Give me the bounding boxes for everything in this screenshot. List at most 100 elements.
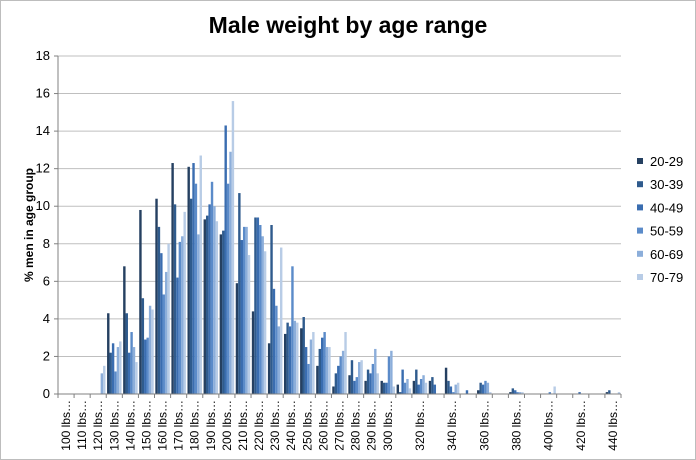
bar: [256, 217, 260, 394]
bar: [366, 369, 370, 394]
bar: [433, 384, 437, 394]
bar: [111, 343, 115, 394]
legend-swatch: [637, 181, 643, 188]
bar: [119, 341, 122, 394]
bar: [484, 380, 487, 394]
y-tick-label: 14: [36, 123, 50, 138]
bar: [213, 206, 216, 394]
bar: [135, 362, 138, 394]
bar: [334, 373, 338, 394]
bar: [390, 350, 393, 394]
x-tick-label: 320 lbs…: [413, 400, 427, 451]
bar: [251, 311, 255, 394]
y-axis-label: % men in age group: [22, 168, 36, 282]
legend-label: 30-39: [650, 177, 683, 192]
bar: [263, 251, 267, 394]
y-tick-label: 0: [43, 386, 50, 401]
x-tick-label: 290 lbs…: [365, 400, 379, 451]
bar: [148, 305, 152, 394]
x-tick-label: 120 lbs…: [91, 400, 105, 451]
y-tick-label: 16: [36, 86, 50, 101]
bar: [192, 163, 195, 394]
legend-swatch: [637, 204, 643, 211]
x-tick-label: 240 lbs…: [284, 400, 298, 451]
bar: [357, 362, 361, 394]
bar: [456, 382, 460, 394]
bar: [194, 183, 198, 394]
bar: [605, 392, 609, 394]
bar: [219, 234, 223, 394]
bar: [231, 101, 235, 395]
bar: [259, 225, 262, 394]
bar: [341, 350, 345, 394]
bar: [309, 339, 313, 394]
bar: [167, 243, 170, 394]
bar: [240, 240, 243, 394]
y-tick-label: 2: [43, 348, 50, 363]
bar: [100, 373, 104, 394]
bar: [178, 241, 182, 394]
bar: [107, 313, 110, 394]
x-tick-label: 140 lbs…: [123, 400, 137, 451]
bar: [144, 339, 147, 394]
bar: [197, 234, 200, 394]
bar: [422, 375, 425, 394]
bar: [431, 377, 434, 394]
x-tick-label: 130 lbs…: [107, 400, 121, 451]
bar: [452, 392, 455, 394]
bar: [307, 363, 310, 394]
x-tick-label: 190 lbs…: [204, 400, 218, 451]
legend-label: 50-59: [650, 224, 683, 239]
x-tick-label: 270 lbs…: [333, 400, 347, 451]
x-tick-label: 110 lbs…: [75, 400, 89, 450]
y-axis-ticks: 0 2 4 6 8 10 12 14 16 18: [36, 48, 58, 401]
bar: [189, 198, 193, 394]
bar: [509, 392, 512, 394]
bar: [477, 390, 480, 394]
axes: [57, 56, 621, 395]
bar: [516, 392, 519, 394]
bar: [399, 392, 402, 394]
bar: [385, 382, 388, 394]
legend-swatch: [637, 274, 643, 280]
legend-label: 70-79: [650, 270, 683, 285]
bar: [376, 373, 379, 394]
bar: [403, 382, 407, 394]
bar: [419, 378, 423, 394]
bar: [183, 211, 186, 394]
bar: [284, 333, 287, 394]
bar: [518, 392, 522, 394]
bar: [481, 384, 485, 394]
bar: [371, 363, 375, 394]
bar: [353, 380, 356, 394]
bar: [578, 392, 581, 394]
bar: [486, 382, 490, 394]
bar: [222, 230, 225, 394]
y-tick-label: 18: [36, 48, 50, 63]
bar: [417, 384, 420, 394]
x-tick-label: 170 lbs…: [172, 400, 186, 451]
bar: [339, 356, 342, 394]
bar: [296, 322, 299, 394]
bar: [449, 386, 453, 394]
bar: [242, 226, 246, 394]
bar: [254, 217, 257, 394]
bar: [208, 204, 211, 394]
legend-label: 60-69: [650, 247, 683, 262]
bar: [304, 347, 308, 394]
bar: [392, 386, 395, 394]
bar: [171, 163, 174, 394]
x-tick-label: 360 lbs…: [477, 400, 491, 451]
bar: [116, 347, 120, 394]
bar: [364, 380, 367, 394]
x-tick-label: 230 lbs…: [268, 400, 282, 451]
bar: [511, 388, 515, 394]
x-tick-label: 340 lbs…: [445, 400, 459, 451]
bar: [173, 204, 177, 394]
bar: [205, 215, 209, 394]
chart-title: Male weight by age range: [208, 12, 488, 38]
bar: [355, 377, 358, 394]
x-axis-ticks: 100 lbs… 110 lbs… 120 lbs… 130 lbs… 140 lbs……: [57, 394, 622, 451]
legend-swatch: [637, 227, 643, 234]
